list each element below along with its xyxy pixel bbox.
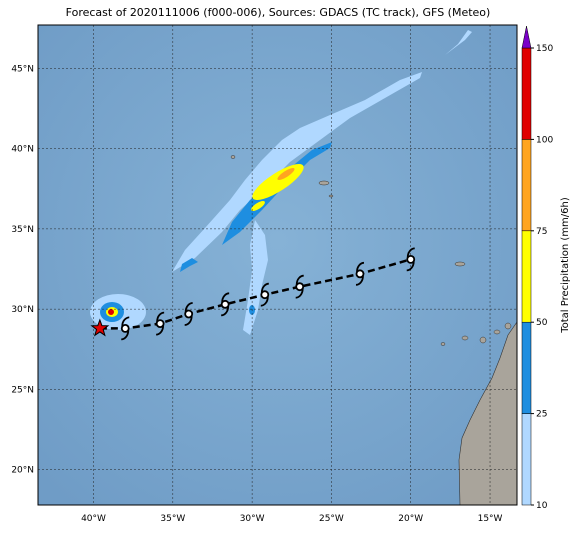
lon-tick-label: 15°W [478,514,503,524]
cyclone-symbol [184,302,194,326]
cyclone-arm [156,311,165,322]
cyclone-arm [221,292,230,303]
colorbar-tick-label: 10 [536,501,548,511]
colorbar-tick-label: 25 [536,410,547,420]
colorbar-tick-label: 100 [536,135,553,145]
lon-tick-label: 35°W [160,514,185,524]
cyclone-symbol [355,261,365,286]
colorbar-tick-label: 75 [536,227,547,237]
cyclone-symbol [220,292,230,317]
colorbar-segment [521,413,532,506]
colorbar-extend [521,25,532,49]
cyclone-arm [406,247,415,258]
map-area [38,25,517,505]
lon-tick-label: 20°W [398,514,423,524]
lon-tick-label: 40°W [81,514,106,524]
map-frame [37,24,518,506]
graticule [38,25,517,505]
cyclone-eye [220,299,230,309]
colorbar-segment [521,47,532,140]
colorbar-segment [521,321,532,414]
lat-tick-label: 45°N [11,64,34,74]
cyclone-arm [295,288,304,299]
lat-tick-label: 20°N [11,466,34,476]
track-line [99,258,412,330]
cyclone-symbol [295,274,305,299]
cyclone-arm [184,302,193,313]
cyclone-eye [155,319,165,328]
lat-tick-label: 25°N [11,385,34,395]
cyclone-arm [121,330,130,341]
colorbar-segment [521,230,532,323]
cyclone-arm [121,316,130,327]
cyclone-arm [295,274,304,285]
cyclone-arm [355,275,364,286]
lat-tick-label: 35°N [11,225,34,235]
islands [230,155,512,346]
colorbar-tick-label: 50 [536,318,548,328]
cyclone-arm [356,261,365,272]
cyclone-eye [120,324,130,333]
lon-tick-label: 25°W [319,514,344,524]
map-title: Forecast of 2020111006 (f000-006), Sourc… [66,6,491,19]
cyclone-symbol [155,311,165,336]
cyclone-eye [184,309,194,319]
ocean [38,25,517,505]
lat-tick-label: 30°N [11,305,34,315]
cyclone-arm [221,306,230,317]
genesis-star [90,318,110,337]
colorbar-label: Total Precipitation (mm/6h) [560,197,571,334]
lon-tick-label: 30°W [240,514,265,524]
track [90,247,416,341]
colorbar: 10 25 50 75 100 150 [521,25,553,511]
cyclone-arm [260,296,269,307]
cyclone-symbol [120,316,130,341]
cyclone-eye [355,269,365,279]
cyclone-arm [184,315,193,326]
cyclone-symbol [260,282,270,307]
precipitation [90,30,472,335]
cyclone-arm [156,325,165,336]
cyclone-symbol [406,247,416,272]
cyclone-arm [260,282,269,293]
colorbar-segment [521,139,532,232]
axis-labels: 40°W 35°W 30°W 25°W 20°W 15°W 20°N 25°N 30°N 35°N… [11,64,502,524]
cyclone-eye [406,254,416,264]
cyclone-arm [406,261,415,272]
africa-coast [458,321,517,505]
lat-tick-label: 40°N [11,145,34,155]
cyclone-eye [295,282,305,292]
colorbar-tick-label: 150 [536,44,553,54]
cyclone-eye [260,290,270,300]
